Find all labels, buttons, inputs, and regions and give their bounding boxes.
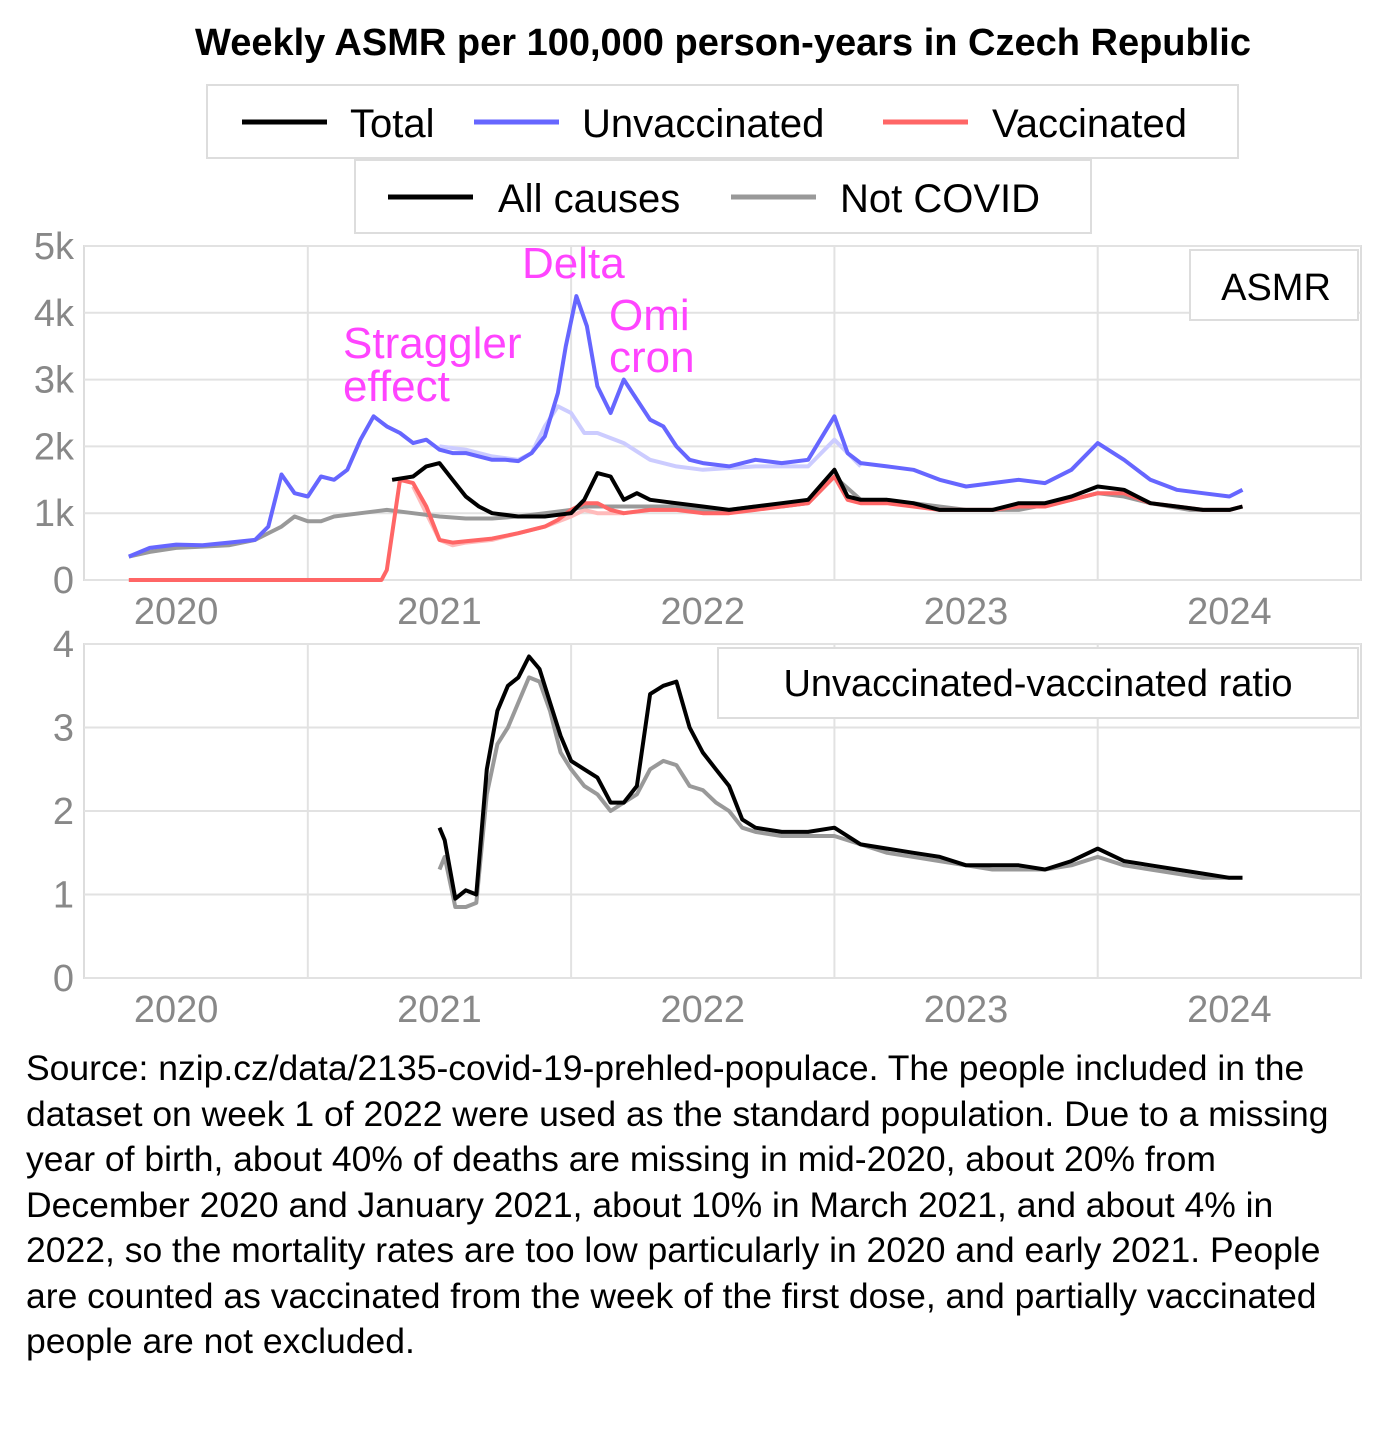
- ratio-x-tick-label: 2024: [1187, 989, 1272, 1031]
- asmr-y-tick-label: 4k: [34, 293, 75, 335]
- asmr-line-unvaccinated-all-causes: [128, 294, 1244, 559]
- asmr-x-tick-label: 2023: [924, 591, 1009, 633]
- legend-group-box: [206, 84, 1239, 159]
- legend-label-total: Total: [350, 102, 435, 146]
- legend-label-not-covid: Not COVID: [840, 177, 1040, 221]
- ratio-y-tick-labels: 0 1 2 3 4: [53, 624, 74, 1000]
- legend-label-vaccinated: Vaccinated: [992, 102, 1187, 146]
- asmr-x-tick-label: 2021: [397, 591, 482, 633]
- asmr-y-tick-label: 1k: [34, 493, 75, 535]
- legend-label-unvaccinated: Unvaccinated: [582, 102, 824, 146]
- annotation-straggler-line1: Straggler: [343, 319, 522, 368]
- ratio-gridlines: [84, 643, 1361, 979]
- asmr-y-tick-label: 0: [53, 560, 74, 602]
- ratio-x-tick-label: 2021: [397, 989, 482, 1031]
- ratio-line-not-covid: [437, 675, 1230, 909]
- ratio-y-tick-label: 0: [53, 958, 74, 1000]
- ratio-panel: 0 1 2 3 4 2020 2021 2022 2023 2024 Unvaccinated-…: [53, 624, 1362, 1031]
- ratio-x-tick-label: 2022: [660, 989, 745, 1031]
- annotation-omicron-line1: Omi: [609, 291, 690, 340]
- asmr-x-tick-label: 2020: [134, 591, 219, 633]
- asmr-y-tick-label: 3k: [34, 360, 75, 402]
- ratio-y-tick-label: 4: [53, 624, 74, 666]
- ratio-line-all-causes: [437, 654, 1243, 901]
- annotation-straggler-line2: effect: [343, 362, 450, 411]
- asmr-x-tick-label: 2022: [660, 591, 745, 633]
- ratio-panel-label-box: [717, 647, 1359, 719]
- ratio-series-lines: [437, 654, 1243, 909]
- ratio-y-tick-label: 1: [53, 875, 74, 917]
- asmr-panel: 0 1k 2k 3k 4k 5k 2020 2021 2022 2023 2024 ASMR St…: [34, 226, 1362, 633]
- ratio-panel-label: Unvaccinated-vaccinated ratio: [783, 663, 1292, 705]
- asmr-panel-label-box: [1189, 249, 1359, 321]
- ratio-y-tick-label: 3: [53, 708, 74, 750]
- asmr-line-total-all-causes: [391, 461, 1244, 519]
- asmr-x-tick-labels: 2020 2021 2022 2023 2024: [134, 591, 1272, 633]
- ratio-x-tick-labels: 2020 2021 2022 2023 2024: [134, 989, 1272, 1031]
- legend-label-all-causes: All causes: [498, 177, 680, 221]
- annotation-omicron-line2: cron: [609, 333, 695, 382]
- asmr-series-lines: [128, 294, 1244, 582]
- asmr-panel-frame: [83, 245, 1362, 581]
- asmr-x-tick-label: 2024: [1187, 591, 1272, 633]
- source-caption: Source: nzip.cz/data/2135-covid-19-prehl…: [26, 1048, 1329, 1361]
- ratio-x-tick-label: 2020: [134, 989, 219, 1031]
- asmr-y-tick-label: 2k: [34, 426, 75, 468]
- figure: Weekly ASMR per 100,000 person-years in …: [34, 22, 1362, 1031]
- asmr-y-tick-label: 5k: [34, 226, 75, 268]
- ratio-y-tick-label: 2: [53, 791, 74, 833]
- asmr-y-tick-labels: 0 1k 2k 3k 4k 5k: [34, 226, 75, 602]
- asmr-panel-label: ASMR: [1221, 267, 1331, 309]
- asmr-line-vaccinated-all-causes: [128, 474, 1244, 582]
- legend-type-box: [354, 159, 1092, 234]
- ratio-x-tick-label: 2023: [924, 989, 1009, 1031]
- annotation-delta: Delta: [522, 239, 625, 288]
- chart-title: Weekly ASMR per 100,000 person-years in …: [195, 22, 1251, 64]
